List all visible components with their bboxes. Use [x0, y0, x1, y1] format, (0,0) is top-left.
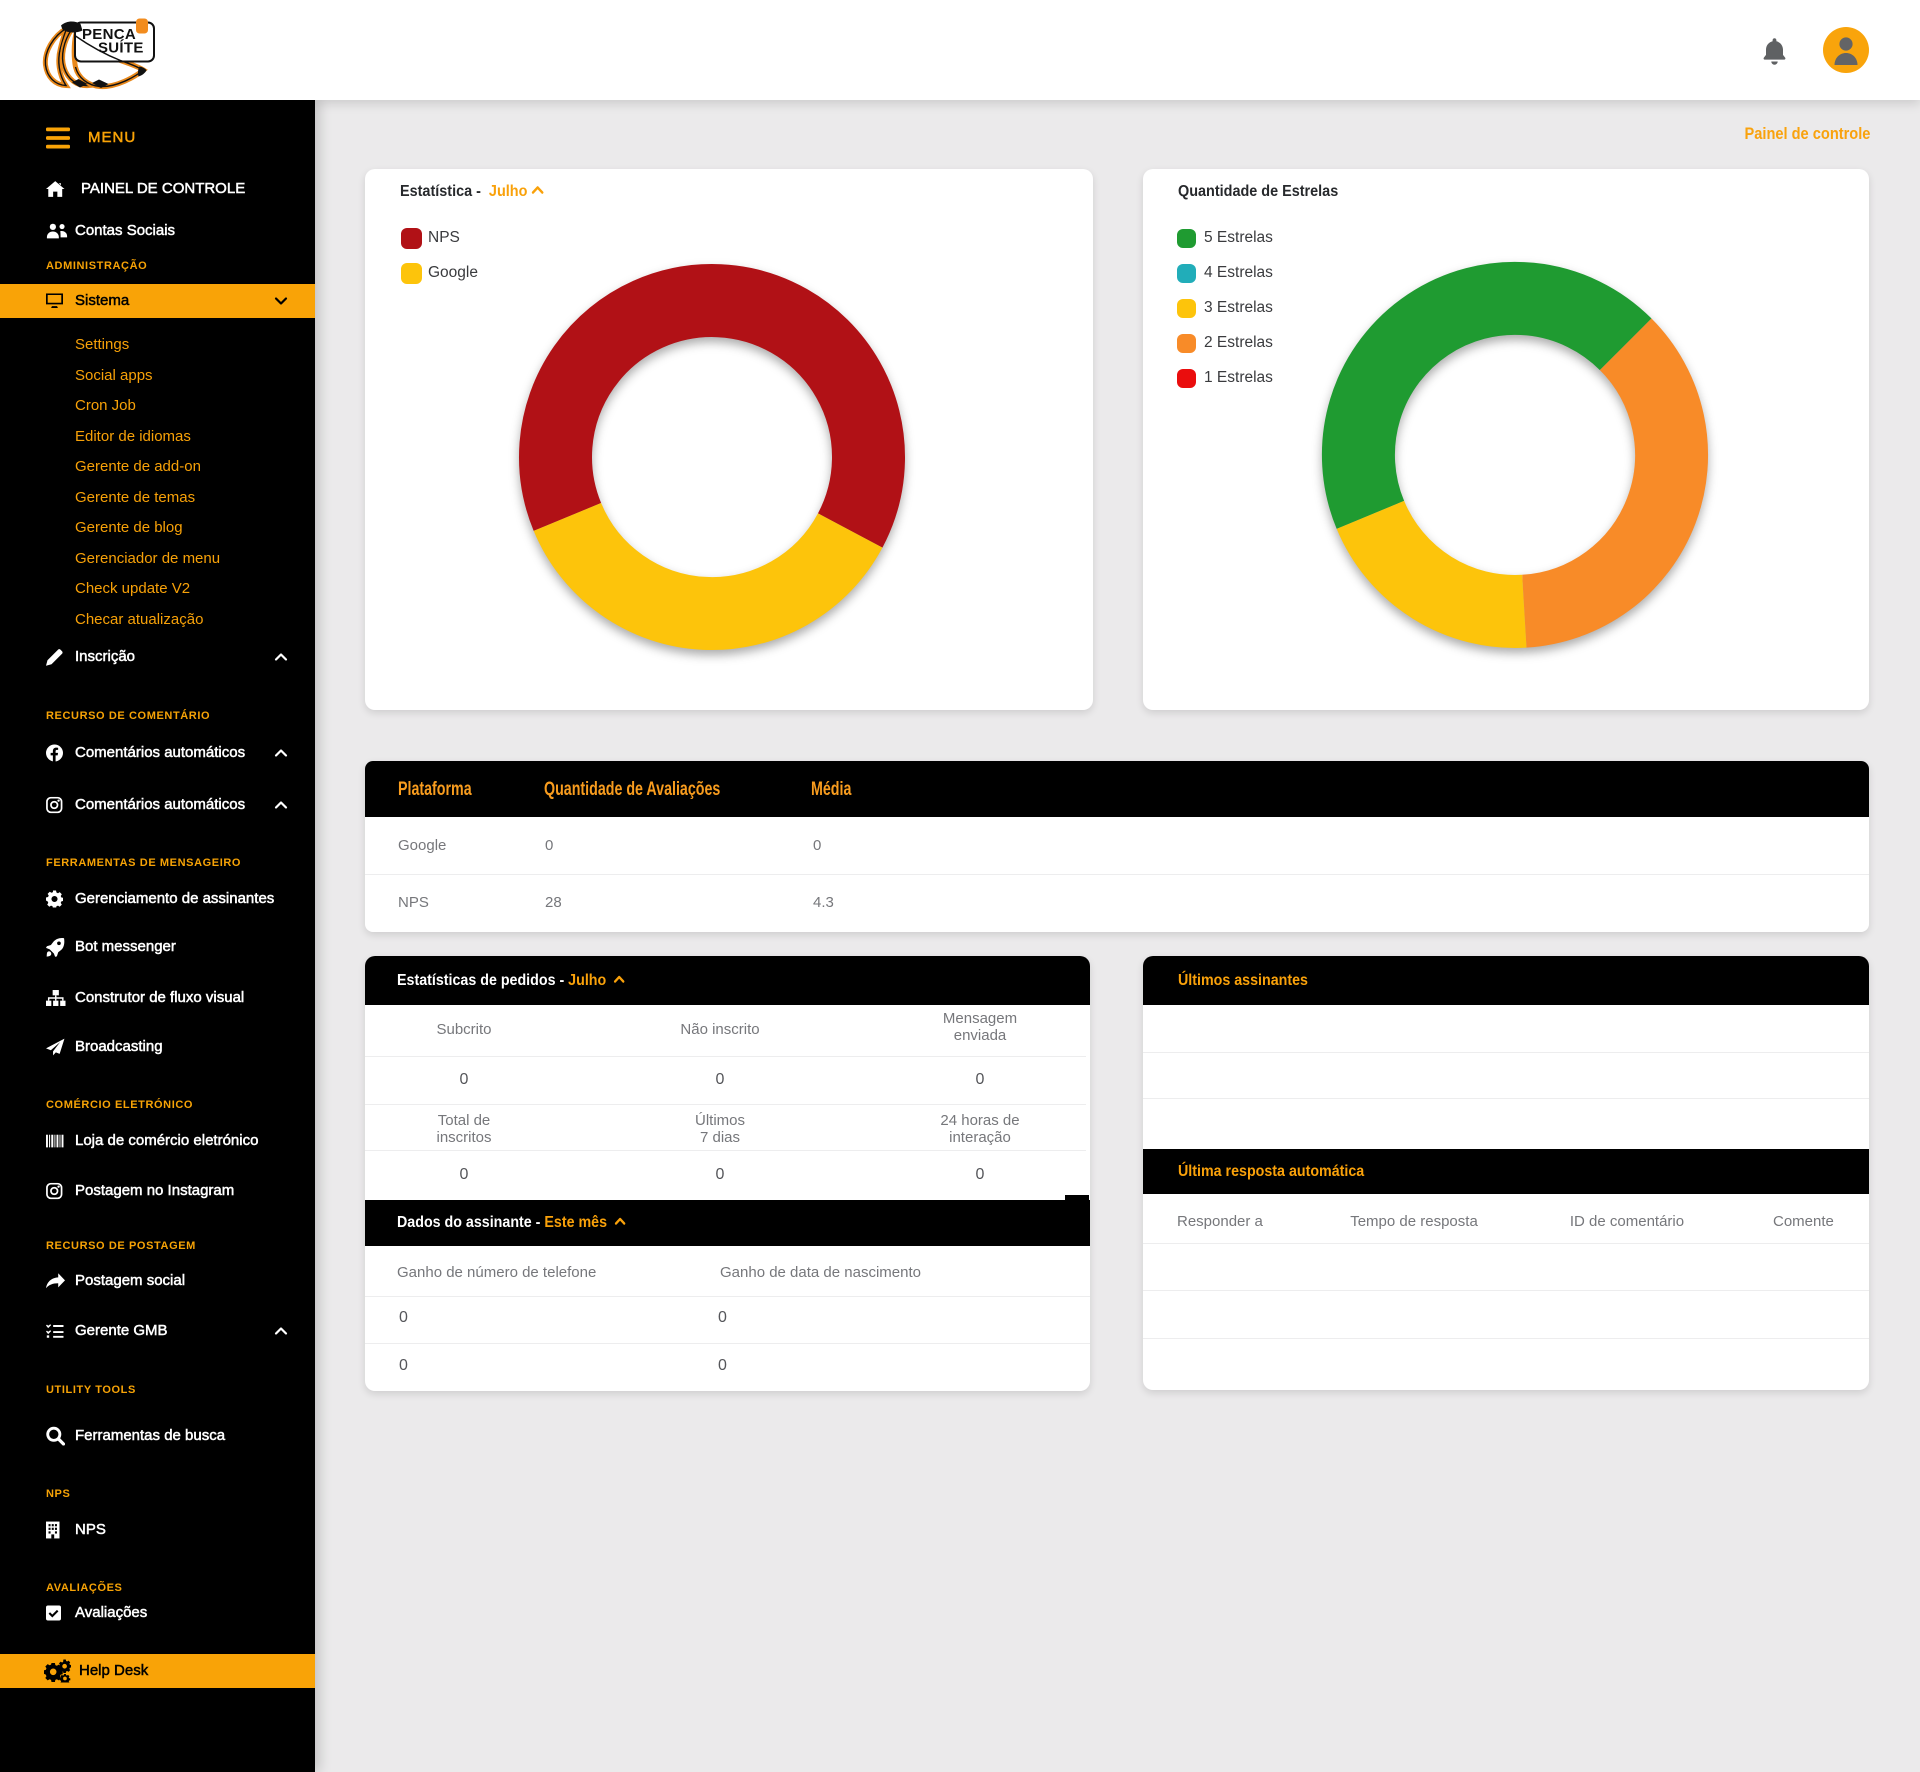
svg-text:SUÍTE: SUÍTE	[98, 40, 144, 57]
svg-text:PENCA: PENCA	[82, 26, 136, 43]
